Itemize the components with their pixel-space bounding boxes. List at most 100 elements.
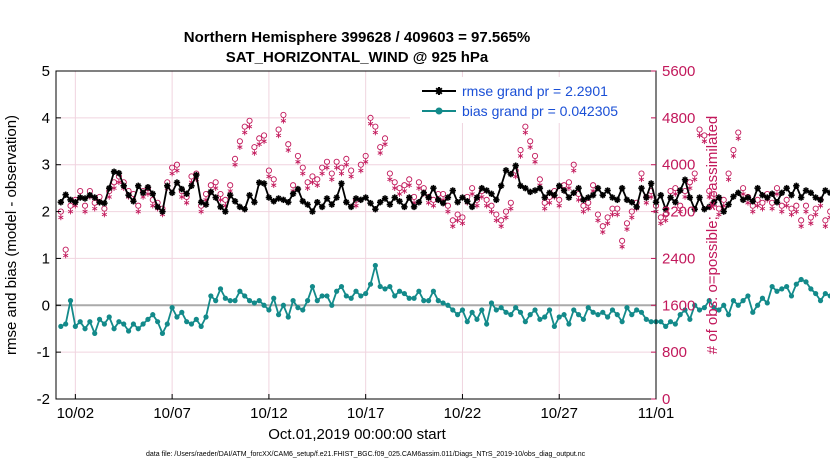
assimilated-obs-marker [803,208,809,215]
assimilated-obs-marker [600,229,606,235]
assimilated-obs-marker [329,176,335,183]
rmse-point [686,194,694,201]
bias-point [92,330,98,336]
possible-obs-marker [290,182,297,189]
possible-obs-marker [706,188,713,195]
rmse-point [802,187,810,194]
bias-point [730,298,737,304]
bias-point [203,314,209,320]
bias-point [87,319,93,325]
chart-title-line1: Northern Hemisphere 399628 / 409603 = 97… [184,29,530,46]
assimilated-obs-marker [735,135,741,142]
assimilated-obs-marker [150,202,156,209]
right-axis-label: # of obs: o=possible; ∗=assimilated [704,116,721,355]
assimilated-obs-marker [542,205,548,212]
bias-point [174,314,180,320]
bias-point [184,319,190,325]
bias-point [338,283,345,290]
possible-obs-marker [314,176,321,183]
rmse-point [381,195,389,202]
possible-obs-marker [294,152,301,159]
rmse-point [817,196,824,204]
possible-obs-marker [599,223,606,230]
possible-obs-marker [725,170,732,177]
possible-obs-marker [304,179,311,186]
assimilated-obs-marker [430,202,437,209]
grid [56,70,657,400]
possible-obs-marker [536,176,543,183]
assimilated-obs-marker [353,202,359,209]
left-axis-ticks: -2 -1 0 1 2 3 4 5 [37,63,61,408]
assimilated-obs-marker [363,158,369,165]
possible-obs-marker [677,202,684,209]
possible-obs-marker [285,141,292,148]
rmse-point [309,208,316,215]
rmse-point [91,194,98,201]
assimilated-obs-marker [266,173,272,180]
possible-obs-marker [67,202,74,209]
bias-point [522,319,528,325]
assimilated-obs-marker [808,220,814,227]
assimilated-obs-marker [822,223,829,230]
rmse-point [730,193,737,200]
bias-point [213,298,219,304]
bias-point [377,283,383,290]
bias-point [672,321,678,327]
rmse-point [67,196,74,204]
possible-obs-marker [319,164,326,171]
rmse-point [115,169,123,177]
possible-obs-marker [261,132,268,139]
bias-point [725,312,732,318]
bias-point [232,298,238,304]
bias-point [566,321,572,327]
rmse-point [435,196,442,204]
rmse-point [764,194,771,201]
rmse-point [778,189,786,197]
rmse-point [352,195,360,202]
assimilated-obs-marker [343,161,349,168]
possible-obs-marker [217,190,224,198]
assimilated-obs-marker [483,202,490,209]
possible-obs-marker [614,205,621,212]
assimilated-obs-marker [377,150,383,156]
bias-point [275,312,282,318]
bias-point [784,283,790,290]
bias-point [624,305,630,311]
assimilated-obs-marker [725,176,732,183]
assimilated-obs-marker [101,211,108,218]
rmse-point [536,184,544,192]
assimilated-obs-marker [793,208,799,215]
possible-obs-marker [169,164,176,171]
assimilated-obs-marker [692,176,698,183]
rmse-point [599,191,606,199]
bias-point [532,307,538,313]
rmse-point [391,194,398,201]
possible-obs-marker [323,158,331,165]
possible-obs-marker [527,138,534,145]
left-tick-label: 2 [42,204,50,221]
bias-point [735,302,741,308]
assimilated-obs-marker [392,185,398,191]
bias-point [198,323,204,329]
rmse-point [260,180,268,187]
possible-obs-marker [517,147,524,154]
assimilated-obs-marker [745,199,751,206]
bias-point [474,316,480,322]
left-tick-label: 5 [42,63,50,80]
x-axis-label: Oct.01,2019 00:00:00 start [268,426,446,443]
rmse-point [797,194,805,201]
rmse-point [251,199,258,206]
rmse-point [628,199,636,206]
possible-obs-marker [507,199,514,206]
rmse-point [541,194,548,201]
assimilated-obs-marker [580,208,587,215]
bias-point [537,316,543,322]
assimilated-obs-marker [750,208,756,215]
rmse-point [483,187,490,194]
possible-obs-marker [740,185,747,192]
bias-point [145,316,151,322]
possible-obs-marker [309,173,316,180]
legend: rmse grand pr = 2.2901 bias grand pr = 0… [410,77,651,123]
bias-point [822,290,828,297]
possible-obs-marker [348,167,355,174]
